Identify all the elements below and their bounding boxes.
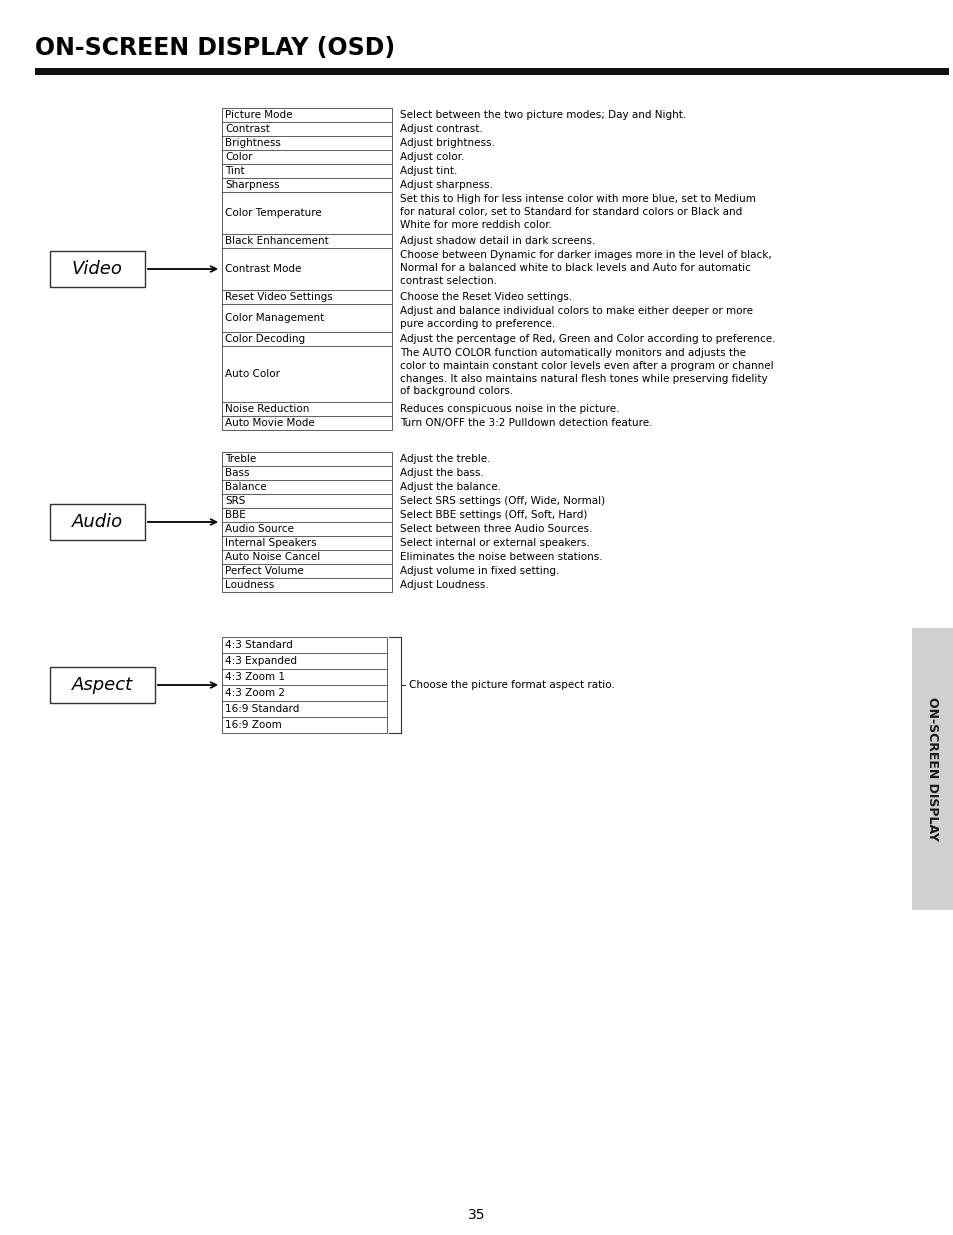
Text: Adjust the bass.: Adjust the bass. [399,468,483,478]
Text: Reset Video Settings: Reset Video Settings [225,291,333,303]
Text: Select BBE settings (Off, Soft, Hard): Select BBE settings (Off, Soft, Hard) [399,510,587,520]
Text: Color Temperature: Color Temperature [225,207,321,219]
Text: Bass: Bass [225,468,250,478]
Text: Video: Video [72,261,123,278]
Text: 16:9 Zoom: 16:9 Zoom [225,720,281,730]
Text: Contrast: Contrast [225,124,270,135]
Text: Internal Speakers: Internal Speakers [225,538,316,548]
Text: 4:3 Standard: 4:3 Standard [225,640,293,650]
Text: Turn ON/OFF the 3:2 Pulldown detection feature.: Turn ON/OFF the 3:2 Pulldown detection f… [399,417,652,429]
Text: Picture Mode: Picture Mode [225,110,293,120]
Text: Select between three Audio Sources.: Select between three Audio Sources. [399,524,592,534]
Text: Select between the two picture modes; Day and Night.: Select between the two picture modes; Da… [399,110,685,120]
Text: 4:3 Zoom 1: 4:3 Zoom 1 [225,672,285,682]
Bar [50,251,145,287]
Text: Balance: Balance [225,482,266,492]
Text: Eliminates the noise between stations.: Eliminates the noise between stations. [399,552,602,562]
Text: Noise Reduction: Noise Reduction [225,404,309,414]
Text: 35: 35 [468,1208,485,1221]
Text: The AUTO COLOR function automatically monitors and adjusts the
color to maintain: The AUTO COLOR function automatically mo… [399,348,773,396]
Bar [50,667,154,703]
Text: Choose between Dynamic for darker images more in the level of black,
Normal for : Choose between Dynamic for darker images… [399,249,771,285]
Text: Audio: Audio [71,513,123,531]
Text: Adjust and balance individual colors to make either deeper or more
pure accordin: Adjust and balance individual colors to … [399,306,752,329]
Text: Color Management: Color Management [225,312,324,324]
Text: Contrast Mode: Contrast Mode [225,264,301,274]
Text: Sharpness: Sharpness [225,180,279,190]
Text: Adjust the treble.: Adjust the treble. [399,454,490,464]
Text: BBE: BBE [225,510,246,520]
Bar [50,504,145,540]
Text: Loudness: Loudness [225,580,274,590]
Text: Select internal or external speakers.: Select internal or external speakers. [399,538,589,548]
Text: Adjust the balance.: Adjust the balance. [399,482,500,492]
Text: Set this to High for less intense color with more blue, set to Medium
for natura: Set this to High for less intense color … [399,194,755,230]
Text: Tint: Tint [225,165,244,177]
Text: 4:3 Expanded: 4:3 Expanded [225,656,296,666]
Text: Choose the picture format aspect ratio.: Choose the picture format aspect ratio. [409,680,615,690]
Text: Adjust sharpness.: Adjust sharpness. [399,180,493,190]
Text: 16:9 Standard: 16:9 Standard [225,704,299,714]
Text: Color Decoding: Color Decoding [225,333,305,345]
Text: Adjust contrast.: Adjust contrast. [399,124,482,135]
Text: Perfect Volume: Perfect Volume [225,566,303,576]
Text: Reduces conspicuous noise in the picture.: Reduces conspicuous noise in the picture… [399,404,618,414]
Text: SRS: SRS [225,496,245,506]
Text: ON-SCREEN DISPLAY (OSD): ON-SCREEN DISPLAY (OSD) [35,36,395,61]
Text: Select SRS settings (Off, Wide, Normal): Select SRS settings (Off, Wide, Normal) [399,496,604,506]
Bar [222,452,392,592]
Text: Adjust volume in fixed setting.: Adjust volume in fixed setting. [399,566,558,576]
Text: Adjust shadow detail in dark screens.: Adjust shadow detail in dark screens. [399,236,595,246]
Bar [911,629,953,910]
Text: Choose the Reset Video settings.: Choose the Reset Video settings. [399,291,572,303]
Text: 4:3 Zoom 2: 4:3 Zoom 2 [225,688,285,698]
Text: Brightness: Brightness [225,138,280,148]
Text: Adjust the percentage of Red, Green and Color according to preference.: Adjust the percentage of Red, Green and … [399,333,775,345]
Text: Auto Noise Cancel: Auto Noise Cancel [225,552,320,562]
Text: Adjust tint.: Adjust tint. [399,165,456,177]
Text: Treble: Treble [225,454,256,464]
Bar [35,68,948,75]
Text: Auto Color: Auto Color [225,369,280,379]
Bar [222,107,392,430]
Text: Black Enhancement: Black Enhancement [225,236,329,246]
Text: ON-SCREEN DISPLAY: ON-SCREEN DISPLAY [925,697,939,841]
Bar [222,637,387,734]
Text: Aspect: Aspect [71,676,132,694]
Text: Adjust color.: Adjust color. [399,152,464,162]
Text: Audio Source: Audio Source [225,524,294,534]
Text: Adjust Loudness.: Adjust Loudness. [399,580,488,590]
Text: Auto Movie Mode: Auto Movie Mode [225,417,314,429]
Text: Color: Color [225,152,253,162]
Text: Adjust brightness.: Adjust brightness. [399,138,495,148]
